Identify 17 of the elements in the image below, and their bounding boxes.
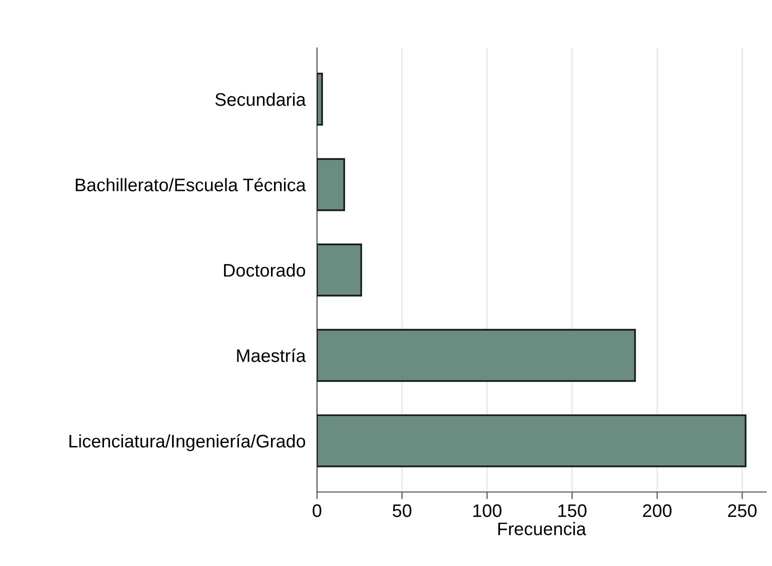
bar xyxy=(317,72,323,126)
x-tick-label: 100 xyxy=(473,504,502,518)
y-tick-label: Bachillerato/Escuela Técnica xyxy=(76,178,306,192)
bar xyxy=(317,414,746,468)
bar xyxy=(317,158,346,212)
bar xyxy=(317,328,636,382)
x-tick-label: 200 xyxy=(643,504,672,518)
y-tick-label: Licenciatura/Ingeniería/Grado xyxy=(70,434,306,452)
bar xyxy=(317,244,362,296)
x-tick-label: 250 xyxy=(728,504,757,518)
x-axis-title: Frecuencia xyxy=(498,522,586,536)
y-tick-label: Doctorado xyxy=(224,263,306,277)
y-tick-label: Secundaria xyxy=(215,92,306,106)
y-tick-label: Maestría xyxy=(237,348,306,362)
x-tick-label: 150 xyxy=(558,504,586,518)
x-tick-label: 50 xyxy=(392,504,412,518)
x-tick-label: 0 xyxy=(312,504,322,518)
